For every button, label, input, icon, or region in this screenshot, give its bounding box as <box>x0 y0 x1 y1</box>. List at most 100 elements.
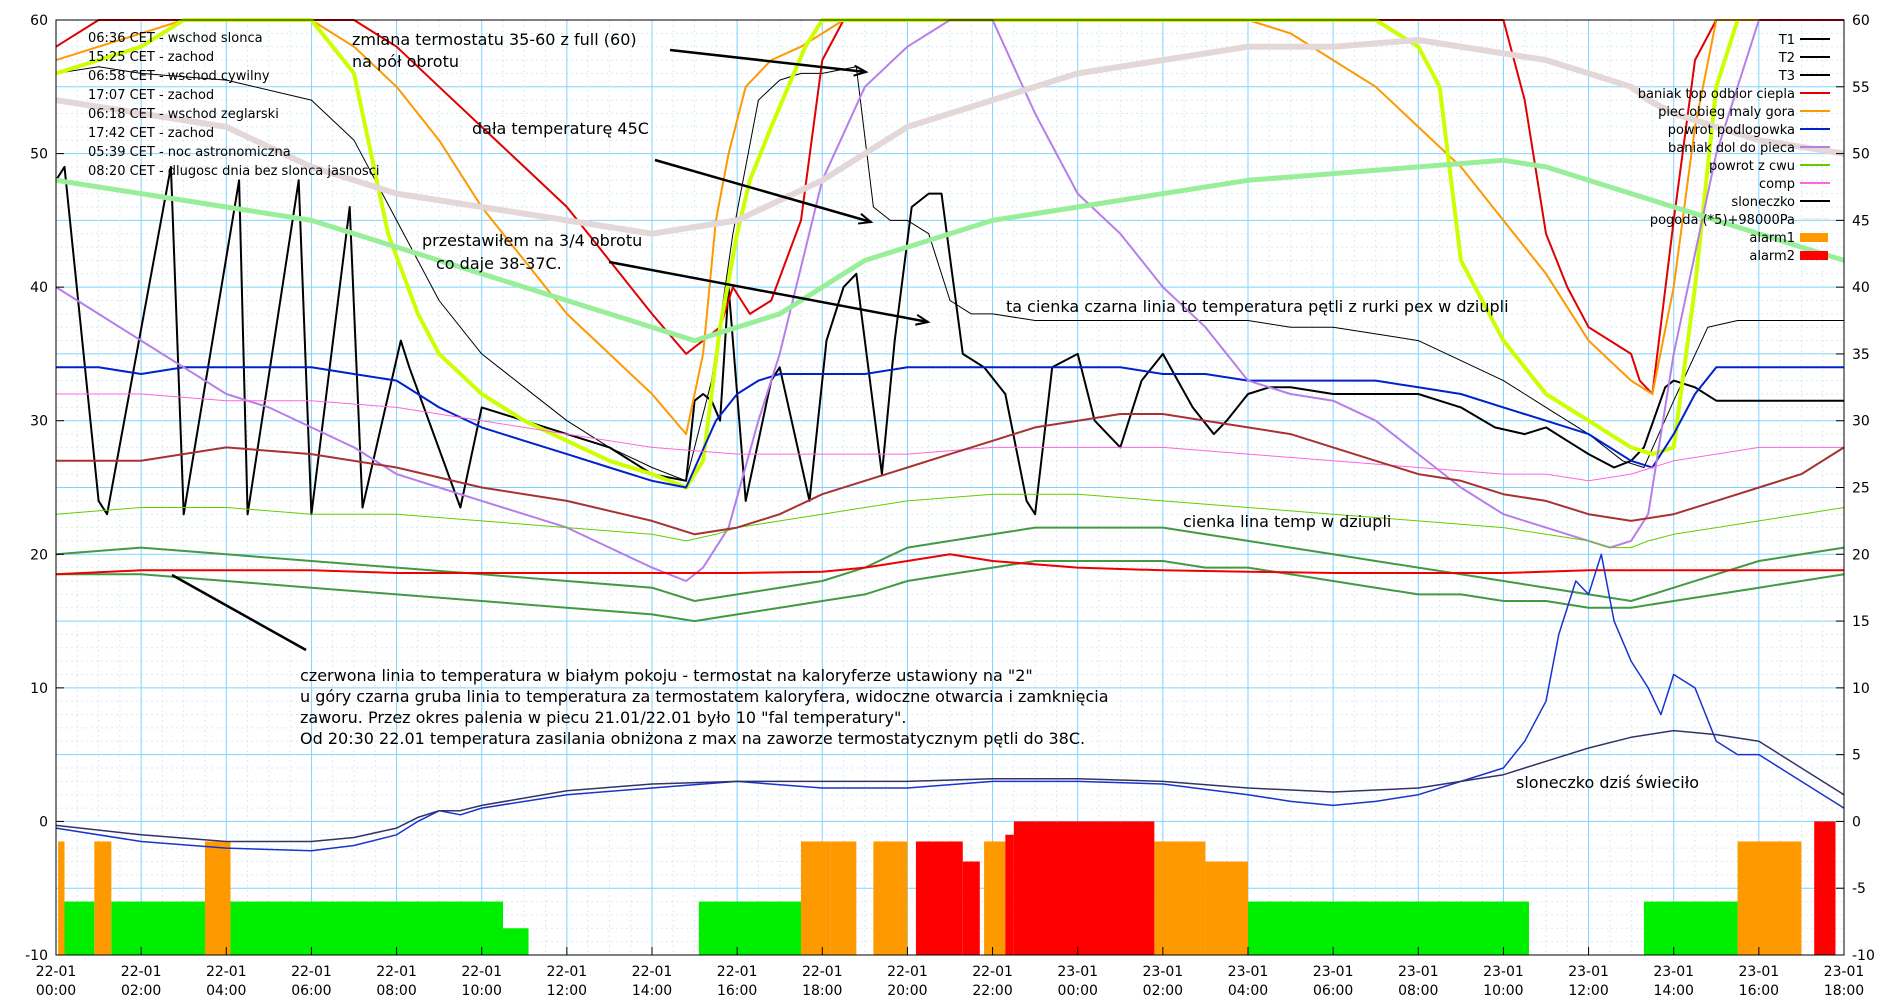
x-tick-day: 23-01 <box>1313 964 1354 980</box>
sun-event-label: 06:58 CET - wschod cywilny <box>88 69 270 84</box>
annotation-label: przestawiłem na 3/4 obrotu <box>422 231 642 250</box>
x-tick-time: 06:00 <box>291 983 331 999</box>
x-tick-day: 22-01 <box>121 964 162 980</box>
x-tick-day: 23-01 <box>1398 964 1439 980</box>
annotation-label: co daje 38-37C. <box>436 254 562 273</box>
x-tick-day: 23-01 <box>1483 964 1524 980</box>
x-tick-day: 23-01 <box>1228 964 1269 980</box>
y-tick-label-right: 25 <box>1852 481 1870 497</box>
y-tick-label-left: 10 <box>30 681 48 697</box>
x-tick-time: 16:00 <box>717 983 757 999</box>
alarm-bar <box>801 841 831 955</box>
annotation-label: zmiana termostatu 35-60 z full (60) <box>352 30 637 49</box>
x-tick-time: 14:00 <box>1654 983 1694 999</box>
y-tick-label-right: 35 <box>1852 347 1870 363</box>
y-tick-label-right: -5 <box>1852 881 1866 897</box>
alarm-bar <box>503 928 529 955</box>
sun-event-label: 17:42 CET - zachod <box>88 126 214 141</box>
alarm-bar <box>1248 901 1529 955</box>
legend-label: baniak dol do pieca <box>1668 141 1795 156</box>
sun-event-label: 08:20 CET - dlugosc dnia bez slonca jasn… <box>88 164 379 179</box>
alarm-bar <box>984 841 1006 955</box>
x-tick-day: 22-01 <box>802 964 843 980</box>
legend-label: T2 <box>1778 51 1795 66</box>
y-tick-label-right: -10 <box>1852 948 1875 964</box>
x-tick-time: 04:00 <box>1228 983 1268 999</box>
x-tick-time: 12:00 <box>547 983 587 999</box>
series-line <box>55 37 1845 237</box>
x-tick-day: 23-01 <box>1057 964 1098 980</box>
series-line <box>55 526 1845 602</box>
annotation-label: cienka lina temp w dziupli <box>1183 512 1391 531</box>
alarm-bar <box>830 841 857 955</box>
series-line <box>55 493 1845 549</box>
y-tick-label-left: 60 <box>30 13 48 29</box>
y-tick-label-left: 20 <box>30 547 48 563</box>
annotation-note: czerwona linia to temperatura w białym p… <box>300 666 1033 685</box>
legend-label: T1 <box>1778 33 1795 48</box>
alarm-bar <box>58 841 65 955</box>
annotation-note: Od 20:30 22.01 temperatura zasilania obn… <box>300 729 1085 748</box>
sun-event-label: 06:36 CET - wschod slonca <box>88 31 263 46</box>
y-tick-label-right: 45 <box>1852 213 1870 229</box>
sun-event-label: 15:25 CET - zachod <box>88 50 214 65</box>
data-series <box>55 18 1845 852</box>
series-line <box>55 19 1759 436</box>
annotation-note: zaworu. Przez okres palenia w piecu 21.0… <box>300 708 906 727</box>
x-tick-day: 23-01 <box>1824 964 1865 980</box>
annotation-arrowhead <box>853 64 869 77</box>
legend-label: comp <box>1759 177 1795 192</box>
legend-label: T3 <box>1778 69 1795 84</box>
legend-label: powrot z cwu <box>1709 159 1795 174</box>
x-tick-time: 08:00 <box>1398 983 1438 999</box>
annotation-label: ta cienka czarna linia to temperatura pę… <box>1006 297 1509 316</box>
annotation-arrowhead <box>915 313 931 326</box>
y-tick-label-right: 20 <box>1852 547 1870 563</box>
x-tick-day: 23-01 <box>1739 964 1780 980</box>
series-line <box>55 165 1844 516</box>
x-tick-time: 10:00 <box>1483 983 1523 999</box>
alarm-bar <box>64 901 95 955</box>
legend-label: alarm2 <box>1749 249 1795 264</box>
sun-event-label: 17:07 CET - zachod <box>88 88 214 103</box>
x-tick-day: 22-01 <box>36 964 77 980</box>
y-tick-label-right: 0 <box>1852 814 1861 830</box>
annotation-label: sloneczko dziś świeciło <box>1516 773 1699 792</box>
alarm-bar <box>962 861 980 955</box>
alarm-bars <box>58 821 1836 955</box>
x-tick-time: 10:00 <box>462 983 502 999</box>
alarm-bar <box>1005 834 1014 955</box>
alarm-bar <box>94 841 112 955</box>
x-tick-day: 22-01 <box>972 964 1013 980</box>
y-tick-label-left: 30 <box>30 414 48 430</box>
x-tick-time: 16:00 <box>1739 983 1779 999</box>
x-tick-time: 18:00 <box>1824 983 1864 999</box>
series-line <box>55 19 1760 582</box>
y-tick-label-left: 0 <box>39 814 48 830</box>
axis-labels: -10 0 10 20 30 40 50 60 -10 -5 0 5 10 15 20 25 30 35 40 45 5… <box>25 13 1875 999</box>
x-tick-time: 12:00 <box>1568 983 1608 999</box>
legend-swatch <box>1800 251 1828 260</box>
annotation-arrow <box>669 48 867 74</box>
x-tick-day: 22-01 <box>887 964 928 980</box>
annotations: zmiana termostatu 35-60 z full (60) na pó… <box>171 30 1699 792</box>
annotation-note: u góry czarna gruba linia to temperatura… <box>300 687 1109 706</box>
x-tick-time: 18:00 <box>802 983 842 999</box>
alarm-bar <box>1814 821 1836 955</box>
alarm-bar <box>915 841 963 955</box>
series-line <box>55 18 1740 490</box>
x-tick-time: 20:00 <box>887 983 927 999</box>
alarm-bar <box>1013 821 1155 955</box>
legend-label: baniak top odbior ciepla <box>1638 87 1795 102</box>
y-tick-label-right: 5 <box>1852 748 1861 764</box>
y-tick-label-right: 10 <box>1852 681 1870 697</box>
series-line <box>55 553 1844 576</box>
annotation-arrow <box>654 158 872 224</box>
annotation-label: dała temperaturę 45C <box>472 119 649 138</box>
legend-label: piec obieg maly gora <box>1658 105 1795 120</box>
alarm-bar <box>873 841 908 955</box>
alarm-bar <box>1643 901 1738 955</box>
series-line <box>56 413 1845 536</box>
y-tick-label-right: 40 <box>1852 280 1870 296</box>
sun-event-label: 05:39 CET - noc astronomiczna <box>88 145 291 160</box>
